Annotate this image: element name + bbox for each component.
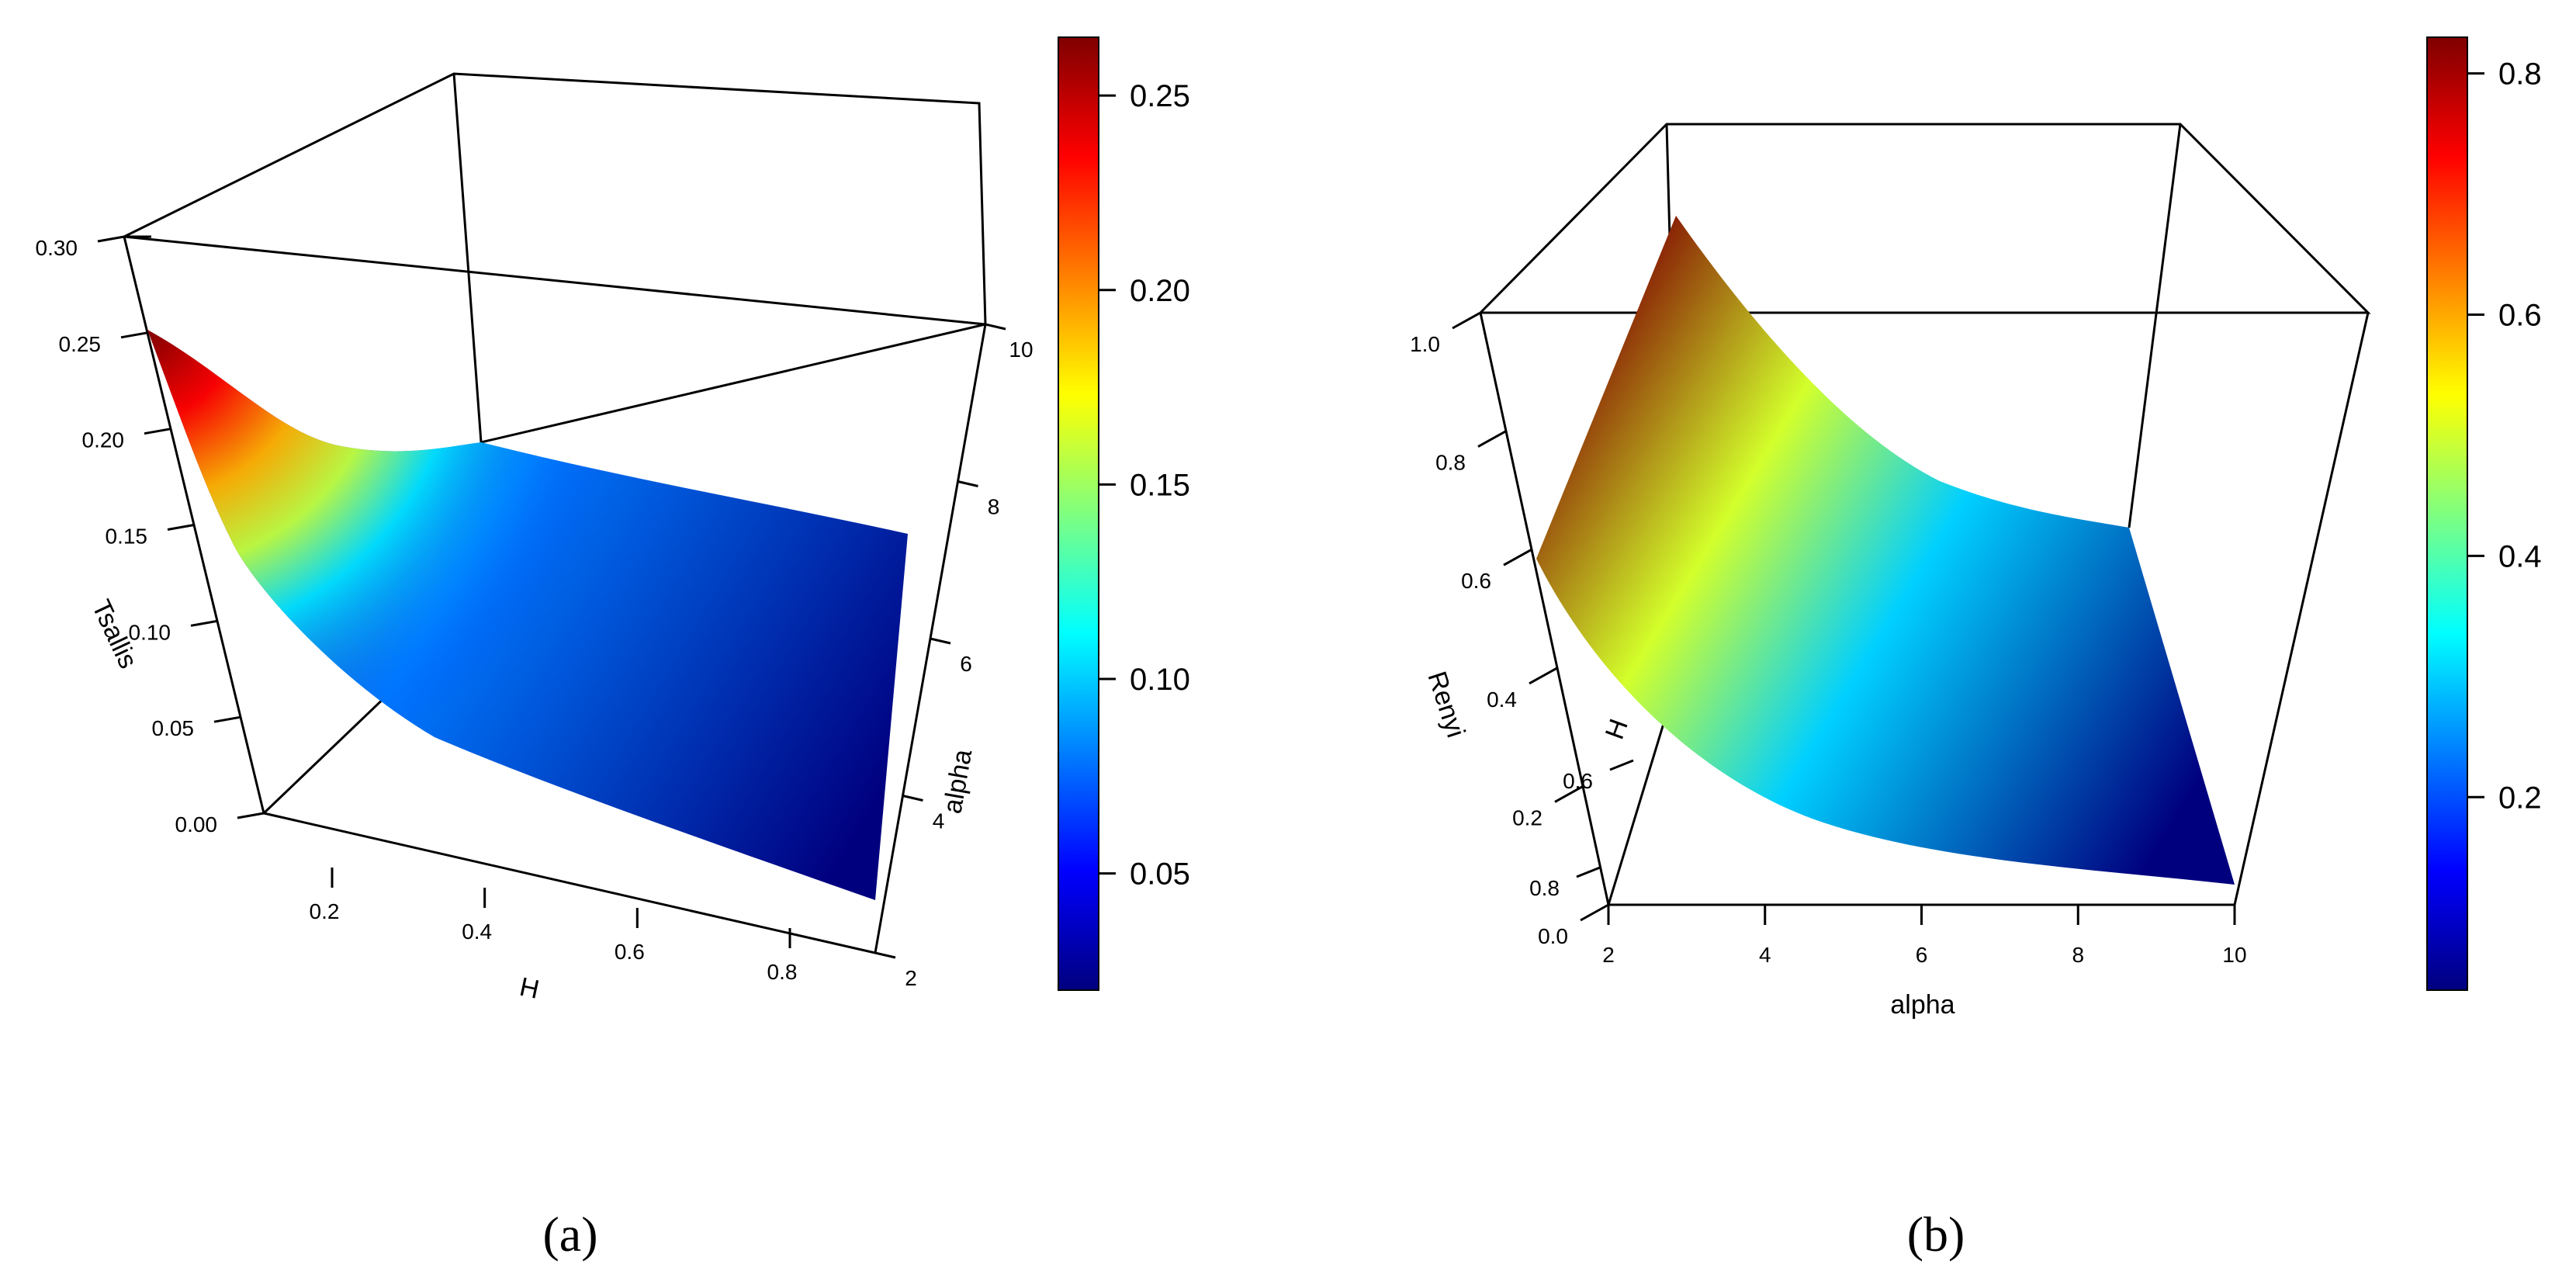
y-b-tick-label: 0.6 [1563,769,1593,793]
z-a-tick [213,715,241,723]
y-ticks-a: 2 4 6 8 10 [874,323,1034,990]
z-b-tick-label: 0.2 [1512,805,1542,830]
x-b-tick-label: 6 [1916,943,1928,967]
x-b-tick-label: 2 [1602,943,1615,967]
y-b-tick [1576,866,1601,878]
y-a-tick [985,323,1006,331]
x-b-tick-label: 10 [2222,943,2246,967]
x-axis-title-a: H [517,972,542,1005]
colorbar-a-tick-label: 0.15 [1130,468,1190,502]
z-b-tick [1580,903,1609,922]
panel-a: 0.000.050.100.150.200.250.30 Tsallis 0.2… [36,36,1190,1262]
z-a-tick-label: 0.30 [36,236,78,260]
colorbar-a-tick-label: 0.20 [1130,274,1190,308]
z-b-tick-label: 0.8 [1435,451,1466,475]
z-a-tick [144,428,171,435]
colorbar-a-ticks: 0.05 0.10 0.15 0.20 0.25 [1099,79,1190,892]
z-a-tick [120,331,148,339]
panel-label-b: (b) [1907,1207,1965,1262]
z-a-tick-label: 0.20 [82,428,125,452]
z-ticks-a: 0.00 0.05 0.10 0.15 0.20 0.25 0.30 [36,235,265,836]
x-a-tick-label: 0.6 [615,940,645,964]
z-a-tick [237,812,265,819]
z-a-tick-label: 0.00 [175,812,218,836]
colorbar-a-tick-label: 0.05 [1130,857,1190,892]
panel-b: 0.0 0.2 0.4 0.6 0.8 1.0 Renyi 2 4 6 8 10 alpha 0.… [1410,36,2542,1262]
x-b-tick-label: 4 [1759,943,1771,967]
z-b-tick-label: 0.0 [1538,924,1568,948]
z-a-tick [167,524,195,531]
z-b-tick [1529,667,1558,685]
colorbar-b-tick-label: 0.6 [2498,299,2542,333]
z-ticks-b: 0.0 0.2 0.4 0.6 0.8 1.0 [1410,311,1609,948]
colorbar-b-tick-label: 0.2 [2498,781,2542,815]
y-a-tick-label: 2 [905,966,917,990]
colorbar-b-tick-label: 0.8 [2498,57,2542,92]
y-a-tick-label: 10 [1009,338,1033,362]
y-a-tick-label: 8 [988,495,1000,519]
x-a-tick-label: 0.8 [767,960,798,984]
y-a-tick [930,637,951,645]
z-a-tick [190,619,218,627]
z-b-tick [1452,311,1481,330]
z-axis-title-b: Renyi [1421,668,1470,741]
y-axis-title-b: H [1600,715,1634,743]
y-b-tick [1609,759,1634,771]
x-ticks-b: 2 4 6 8 10 [1602,905,2247,967]
x-b-tick-label: 8 [2072,943,2084,967]
y-a-tick [874,951,896,959]
z-b-tick-label: 1.0 [1410,332,1440,356]
surface-a-glow [147,330,908,900]
y-b-tick-label: 0.8 [1529,876,1560,900]
colorbar-a [1058,36,1099,991]
z-a-tick [97,235,125,243]
z-a-tick-label: 0.15 [106,525,148,549]
surface-b [1536,216,2235,885]
z-a-tick-label: 0.25 [59,332,102,356]
z-a-tick-label: 0.10 [129,620,171,644]
y-a-tick [902,795,923,802]
y-a-tick-label: 4 [933,809,945,833]
z-b-tick [1477,430,1507,448]
x-a-tick-label: 0.4 [462,920,492,944]
colorbar-b-tick-label: 0.4 [2498,539,2542,573]
colorbar-a-tick-label: 0.10 [1130,663,1190,697]
colorbar-a-tick-label: 0.25 [1130,79,1190,113]
colorbar-b-ticks: 0.2 0.4 0.6 0.8 [2467,57,2542,815]
box-a-back [123,72,987,444]
x-ticks-a: 0.2 0.4 0.6 0.8 [310,868,798,984]
z-a-tick-label: 0.05 [152,716,195,740]
z-b-tick-label: 0.4 [1487,688,1517,712]
panel-label-a: (a) [542,1207,597,1262]
y-axis-title-a: alpha [937,747,978,816]
x-a-tick-label: 0.2 [310,899,340,923]
z-b-tick [1503,548,1532,566]
x-axis-title-b: alpha [1890,990,1955,1020]
y-a-tick-label: 6 [960,652,972,676]
z-b-tick-label: 0.6 [1461,569,1491,593]
z-b-tick [1554,785,1584,803]
y-a-tick [957,480,978,487]
colorbar-b [2426,36,2468,991]
y-ticks-b: 0.6 0.8 [1529,759,1634,900]
box-b-front-edge [1479,312,1610,906]
